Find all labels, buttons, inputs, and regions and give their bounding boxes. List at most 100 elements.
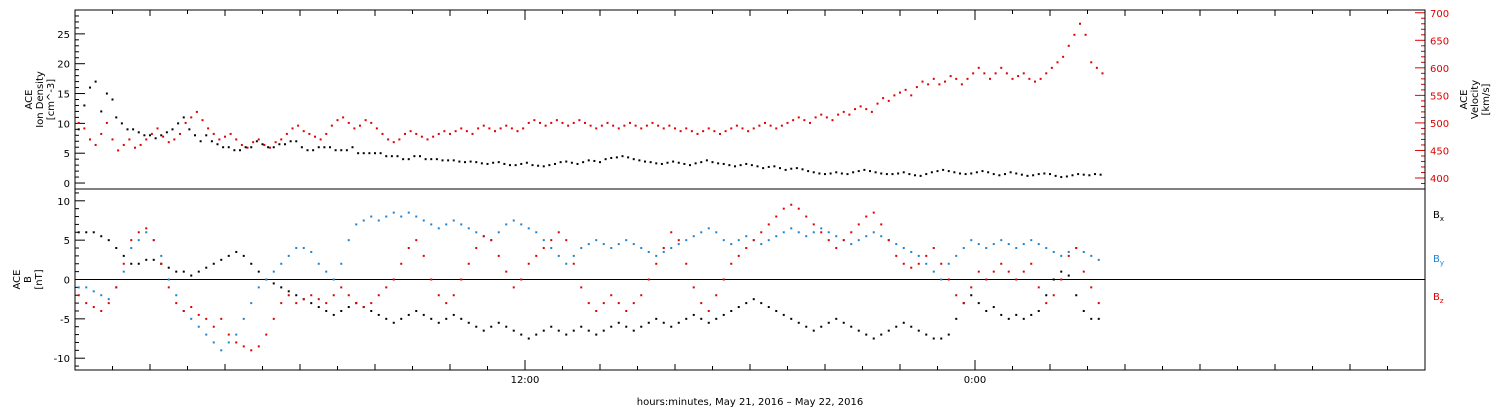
bx-point: [707, 321, 710, 324]
bz-point: [737, 254, 740, 257]
density-point: [272, 146, 275, 149]
density-point: [94, 80, 97, 83]
velocity-point: [212, 132, 215, 135]
velocity-point: [539, 121, 541, 124]
bz-point: [977, 270, 980, 273]
bx-point: [685, 317, 688, 320]
bx-point: [437, 321, 440, 324]
density-point: [677, 161, 680, 164]
bz-point: [1097, 302, 1100, 305]
bz-point: [745, 247, 748, 250]
bx-point: [842, 321, 845, 324]
bx-point: [482, 329, 485, 332]
bz-point: [310, 294, 313, 297]
velocity-point: [927, 83, 930, 86]
legend-main: B: [1433, 292, 1440, 303]
by-point: [100, 294, 103, 297]
velocity-point: [792, 119, 795, 122]
velocity-point: [634, 124, 637, 127]
velocity-point: [510, 127, 513, 130]
by-point: [790, 227, 793, 230]
velocity-point: [392, 141, 395, 144]
bx-point: [767, 306, 770, 309]
density-point: [852, 171, 855, 174]
velocity-point: [297, 124, 300, 127]
y-tick-label-right: 600: [1430, 64, 1449, 75]
density-point: [284, 143, 286, 146]
bx-point: [77, 231, 80, 234]
density-point: [188, 128, 191, 131]
velocity-point: [629, 121, 631, 124]
y-tick-label-left: 20: [57, 60, 70, 71]
density-point: [239, 149, 241, 152]
density-point: [115, 116, 118, 119]
density-point: [514, 164, 517, 167]
by-point: [1090, 254, 1093, 257]
velocity-point: [662, 127, 665, 130]
y-label-line: Ion Density: [35, 71, 46, 128]
bz-point: [985, 278, 988, 281]
velocity-point: [83, 127, 86, 130]
by-point: [1037, 243, 1040, 246]
by-point: [107, 298, 110, 301]
bz-point: [85, 302, 88, 305]
bz-point: [1082, 270, 1085, 273]
bx-point: [250, 262, 253, 265]
bx-point: [587, 329, 590, 332]
by-point: [932, 270, 935, 273]
bz-point: [197, 313, 200, 316]
by-point: [535, 231, 538, 234]
bx-point: [1022, 317, 1025, 320]
bz-point: [700, 302, 703, 305]
velocity-point: [319, 138, 322, 141]
legend-bx: Bx: [1433, 210, 1444, 223]
by-point: [437, 227, 440, 230]
velocity-point: [420, 135, 423, 138]
bx-point: [782, 313, 785, 316]
bx-point: [527, 337, 530, 340]
density-point: [120, 122, 123, 125]
by-point: [190, 317, 193, 320]
by-point: [430, 223, 433, 226]
legend-main: B: [1433, 254, 1440, 265]
bx-point: [932, 337, 935, 340]
bx-point: [655, 317, 658, 320]
by-point: [385, 215, 388, 218]
bx-point: [977, 302, 980, 305]
density-point: [767, 165, 770, 168]
density-point: [525, 161, 528, 164]
by-point: [1030, 239, 1033, 242]
velocity-point: [516, 130, 519, 133]
velocity-point: [1011, 77, 1014, 80]
density-point: [660, 162, 663, 165]
bz-point: [182, 309, 185, 312]
velocity-point: [797, 116, 800, 119]
x-tick-label: 0:00: [964, 375, 986, 386]
bz-point: [445, 302, 448, 305]
bx-point: [497, 321, 500, 324]
bz-point: [730, 262, 733, 265]
y-label-line: ACE: [24, 90, 35, 110]
density-point: [160, 134, 163, 137]
by-point: [542, 239, 545, 242]
by-point: [497, 231, 500, 234]
velocity-point: [218, 138, 221, 141]
bx-point: [167, 266, 170, 269]
time-axis: 12:00 0:00: [74, 9, 1426, 386]
velocity-point: [347, 121, 350, 124]
density-point: [739, 164, 742, 167]
bz-point: [467, 262, 470, 265]
by-point: [850, 243, 853, 246]
bx-point: [565, 333, 568, 336]
bx-point: [422, 313, 425, 316]
bx-point: [520, 333, 523, 336]
density-point: [374, 152, 376, 155]
by-point: [730, 243, 733, 246]
velocity-point: [325, 132, 328, 135]
bz-point: [550, 239, 553, 242]
velocity-point: [865, 108, 868, 111]
density-point: [824, 173, 826, 176]
by-point: [610, 247, 613, 250]
by-point: [392, 211, 395, 214]
